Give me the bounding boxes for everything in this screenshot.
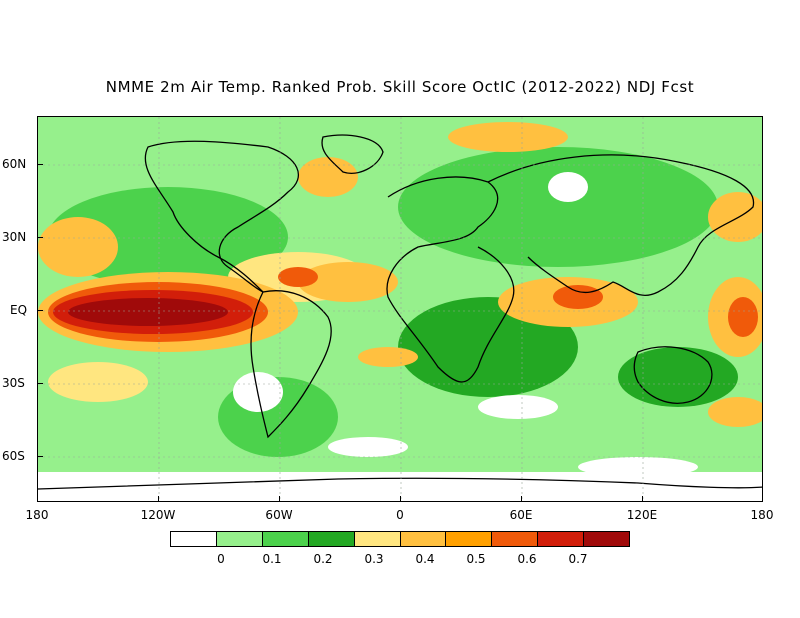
colorbar-swatch <box>446 532 493 546</box>
y-tick-label: EQ <box>10 303 28 317</box>
x-tick-label: 60W <box>265 508 293 522</box>
colorbar-swatch <box>171 532 217 546</box>
x-tick-label: 60E <box>509 508 533 522</box>
field-patch <box>708 397 762 427</box>
field-patch <box>708 192 762 242</box>
colorbar-label: 0.7 <box>568 552 588 566</box>
skill-field <box>38 117 762 501</box>
australia-coast <box>633 346 713 404</box>
y-tickmark <box>37 456 43 457</box>
x-tickmark <box>37 496 38 502</box>
x-tick-label: 180 <box>25 508 49 522</box>
x-tickmark <box>400 496 401 502</box>
colorbar-swatch <box>400 532 447 546</box>
colorbar-label: 0.5 <box>466 552 486 566</box>
x-tickmark <box>762 496 763 502</box>
x-tick-label: 0 <box>396 508 404 522</box>
skill-score-map <box>37 116 763 502</box>
y-tickmark <box>37 237 43 238</box>
coastlines <box>38 134 762 490</box>
x-tick-label: 120E <box>626 508 658 522</box>
colorbar-swatch <box>262 532 309 546</box>
colorbar-label: 0.3 <box>364 552 384 566</box>
antarctica-coast <box>38 477 762 490</box>
graticule <box>38 117 762 501</box>
colorbar-swatch <box>308 532 355 546</box>
y-tickmark <box>37 310 43 311</box>
colorbar-swatch <box>538 532 585 546</box>
asia-coast <box>487 154 755 297</box>
colorbar-swatch <box>492 532 539 546</box>
x-tick-label: 120W <box>140 508 176 522</box>
colorbar-swatch <box>354 532 401 546</box>
colorbar-swatch <box>584 532 630 546</box>
field-patch <box>478 395 558 419</box>
field-patch <box>448 122 568 152</box>
field-patch <box>38 217 118 277</box>
field-patch <box>298 262 398 302</box>
south-america-coast <box>250 290 332 439</box>
field-patch <box>398 147 718 267</box>
x-tickmark <box>158 496 159 502</box>
field-patch <box>548 172 588 202</box>
field-patch <box>278 267 318 287</box>
colorbar-label: 0.4 <box>415 552 435 566</box>
greenland-coast <box>321 134 384 174</box>
field-patch <box>358 347 418 367</box>
y-tick-label: 60N <box>2 157 27 171</box>
y-tick-label: 30S <box>2 376 25 390</box>
field-patch <box>553 285 603 309</box>
y-tick-label: 60S <box>2 449 25 463</box>
colorbar-label: 0.6 <box>517 552 537 566</box>
field-patch <box>728 297 758 337</box>
map-title: NMME 2m Air Temp. Ranked Prob. Skill Sco… <box>105 78 695 96</box>
colorbar-label: 0 <box>217 552 225 566</box>
field-patch <box>328 437 408 457</box>
x-tickmark <box>642 496 643 502</box>
colorbar-swatch <box>216 532 263 546</box>
map-canvas <box>38 117 762 501</box>
north-america-coast <box>144 140 300 293</box>
x-tickmark <box>521 496 522 502</box>
y-tick-label: 30N <box>2 230 27 244</box>
x-tick-label: 180 <box>750 508 774 522</box>
field-patch <box>298 157 358 197</box>
colorbar-label: 0.2 <box>313 552 333 566</box>
x-tickmark <box>279 496 280 502</box>
field-patch <box>48 362 148 402</box>
colorbar <box>170 531 630 547</box>
y-tickmark <box>37 164 43 165</box>
field-patch <box>68 298 228 326</box>
europe-africa-coast <box>386 176 515 383</box>
y-tickmark <box>37 383 43 384</box>
colorbar-label: 0.1 <box>262 552 282 566</box>
